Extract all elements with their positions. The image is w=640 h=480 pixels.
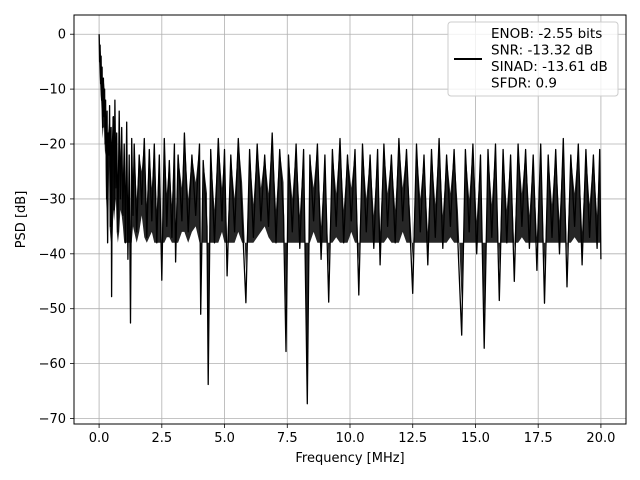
legend-box bbox=[447, 21, 619, 97]
x-axis-label: Frequency [MHz] bbox=[295, 451, 404, 466]
x-ticks: 0.0 2.5 5.0 7.5 10.0 12.5 15.0 17.5 20.0 bbox=[89, 424, 615, 446]
y-tick-label: 0 bbox=[58, 28, 66, 43]
y-tick-label: −60 bbox=[39, 357, 66, 372]
x-tick-label: 15.0 bbox=[461, 431, 490, 446]
y-tick-label: −10 bbox=[39, 83, 66, 98]
y-tick-label: −40 bbox=[39, 247, 66, 262]
psd-series-line bbox=[98, 34, 602, 405]
x-tick-label: 10.0 bbox=[336, 431, 365, 446]
series-layer bbox=[98, 34, 602, 405]
legend-entry-sinad: SINAD: -13.61 dB bbox=[491, 59, 608, 75]
y-tick-label: −30 bbox=[39, 192, 66, 207]
legend-entry-sfdr: SFDR: 0.9 bbox=[491, 76, 557, 92]
legend-entry-enob: ENOB: -2.55 bits bbox=[491, 26, 602, 42]
y-tick-label: −20 bbox=[39, 138, 66, 153]
x-tick-label: 20.0 bbox=[586, 431, 615, 446]
y-axis-label: PSD [dB] bbox=[14, 191, 29, 249]
x-tick-label: 7.5 bbox=[277, 431, 298, 446]
legend-entry-snr: SNR: -13.32 dB bbox=[491, 43, 593, 59]
x-tick-label: 17.5 bbox=[524, 431, 553, 446]
x-tick-label: 2.5 bbox=[151, 431, 172, 446]
x-tick-label: 12.5 bbox=[398, 431, 427, 446]
x-tick-label: 5.0 bbox=[214, 431, 235, 446]
x-tick-label: 0.0 bbox=[89, 431, 110, 446]
plot-frame bbox=[73, 14, 627, 425]
y-ticks: 0 −10 −20 −30 −40 −50 −60 −70 bbox=[39, 28, 74, 427]
y-tick-label: −70 bbox=[39, 412, 66, 427]
legend: ENOB: -2.55 bits SNR: -13.32 dB SINAD: -… bbox=[447, 21, 619, 97]
y-tick-label: −50 bbox=[39, 302, 66, 317]
